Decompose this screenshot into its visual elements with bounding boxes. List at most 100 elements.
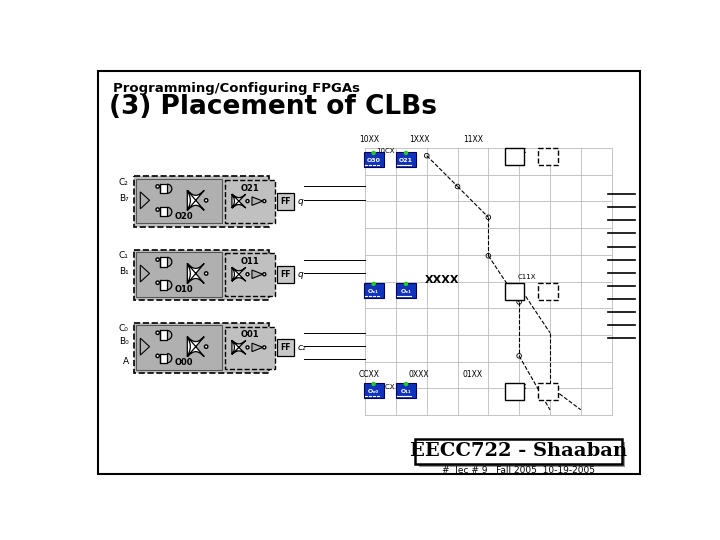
Bar xyxy=(364,383,384,398)
Circle shape xyxy=(156,331,159,334)
Bar xyxy=(396,152,416,167)
Text: q: q xyxy=(297,197,303,206)
Bar xyxy=(276,193,294,210)
Circle shape xyxy=(204,272,208,275)
Text: FF: FF xyxy=(280,270,290,279)
Circle shape xyxy=(405,382,408,386)
Text: (3) Placement of CLBs: (3) Placement of CLBs xyxy=(109,94,437,120)
Text: B₀: B₀ xyxy=(119,338,129,347)
Bar xyxy=(135,252,222,296)
Bar xyxy=(134,323,269,373)
Circle shape xyxy=(156,354,159,357)
Circle shape xyxy=(405,151,408,154)
Polygon shape xyxy=(252,343,263,352)
Circle shape xyxy=(156,185,159,188)
Text: CCXX: CCXX xyxy=(359,370,379,379)
Polygon shape xyxy=(140,265,150,282)
Circle shape xyxy=(405,282,408,286)
Circle shape xyxy=(156,258,159,261)
Text: 10CX: 10CX xyxy=(377,148,395,154)
Text: C₀: C₀ xyxy=(119,323,129,333)
Bar xyxy=(160,354,167,363)
Bar xyxy=(225,253,275,296)
Circle shape xyxy=(372,151,375,154)
Bar xyxy=(134,177,269,226)
Text: C10X: C10X xyxy=(508,384,527,390)
Circle shape xyxy=(204,199,208,202)
Bar xyxy=(419,442,626,467)
Polygon shape xyxy=(252,197,263,205)
Bar xyxy=(539,383,558,400)
Bar xyxy=(276,339,294,356)
Text: O30: O30 xyxy=(366,158,381,163)
Bar xyxy=(505,283,523,300)
Text: FF: FF xyxy=(280,197,290,206)
Text: O01: O01 xyxy=(240,330,259,340)
Polygon shape xyxy=(187,190,204,211)
Circle shape xyxy=(263,273,266,276)
Bar xyxy=(225,180,275,222)
Text: O00: O00 xyxy=(175,359,194,367)
Bar xyxy=(225,327,275,369)
Bar xyxy=(539,283,558,300)
Bar xyxy=(396,283,416,298)
Text: O21: O21 xyxy=(399,158,413,163)
Text: C₁: C₁ xyxy=(119,251,129,260)
Polygon shape xyxy=(232,194,246,208)
Polygon shape xyxy=(252,270,263,279)
Circle shape xyxy=(372,282,375,286)
Circle shape xyxy=(156,281,159,285)
Text: C11X: C11X xyxy=(518,274,536,280)
Circle shape xyxy=(204,345,208,348)
Circle shape xyxy=(156,208,159,211)
Bar xyxy=(276,266,294,283)
Bar xyxy=(135,179,222,224)
Polygon shape xyxy=(140,192,150,209)
Text: 110X: 110X xyxy=(508,148,527,154)
Bar xyxy=(505,383,523,400)
Text: #  lec # 9   Fall 2005  10-19-2005: # lec # 9 Fall 2005 10-19-2005 xyxy=(442,466,595,475)
Text: Oₒ₀: Oₒ₀ xyxy=(368,389,379,394)
Text: B₇: B₇ xyxy=(119,193,129,202)
Text: Programming/Configuring FPGAs: Programming/Configuring FPGAs xyxy=(113,82,361,94)
Bar xyxy=(415,439,621,464)
Text: FF: FF xyxy=(280,343,290,352)
Text: XXXX: XXXX xyxy=(425,275,459,286)
Text: O₁₁: O₁₁ xyxy=(400,389,411,394)
Polygon shape xyxy=(232,340,246,354)
Text: O21: O21 xyxy=(240,184,259,193)
Circle shape xyxy=(263,200,266,202)
Circle shape xyxy=(246,273,249,276)
Text: B₁: B₁ xyxy=(119,267,129,275)
Text: C₂: C₂ xyxy=(119,178,129,187)
Bar xyxy=(505,148,523,165)
Text: 00CX: 00CX xyxy=(377,384,395,390)
Polygon shape xyxy=(187,336,204,356)
Text: 0XXX: 0XXX xyxy=(409,370,429,379)
Bar xyxy=(135,325,222,370)
Text: 10XX: 10XX xyxy=(359,135,379,144)
Bar xyxy=(539,148,558,165)
Text: EECC722 - Shaaban: EECC722 - Shaaban xyxy=(410,442,627,460)
Circle shape xyxy=(246,346,249,349)
Text: 01XX: 01XX xyxy=(463,370,483,379)
Bar xyxy=(160,257,167,267)
Circle shape xyxy=(372,382,375,386)
Bar xyxy=(160,280,167,289)
Text: O11: O11 xyxy=(240,257,259,266)
Bar xyxy=(160,184,167,193)
Circle shape xyxy=(263,346,266,349)
Text: 11XX: 11XX xyxy=(463,135,483,144)
Text: A: A xyxy=(122,357,129,366)
Bar xyxy=(160,207,167,217)
Text: c₂: c₂ xyxy=(297,343,306,352)
Bar xyxy=(396,383,416,398)
Text: 1XXX: 1XXX xyxy=(409,135,429,144)
Bar xyxy=(364,283,384,298)
Text: O20: O20 xyxy=(175,212,194,221)
Bar xyxy=(160,330,167,340)
Polygon shape xyxy=(187,264,204,284)
Polygon shape xyxy=(140,338,150,355)
Text: Oₑ₁: Oₑ₁ xyxy=(368,289,379,294)
Text: O10: O10 xyxy=(175,285,194,294)
